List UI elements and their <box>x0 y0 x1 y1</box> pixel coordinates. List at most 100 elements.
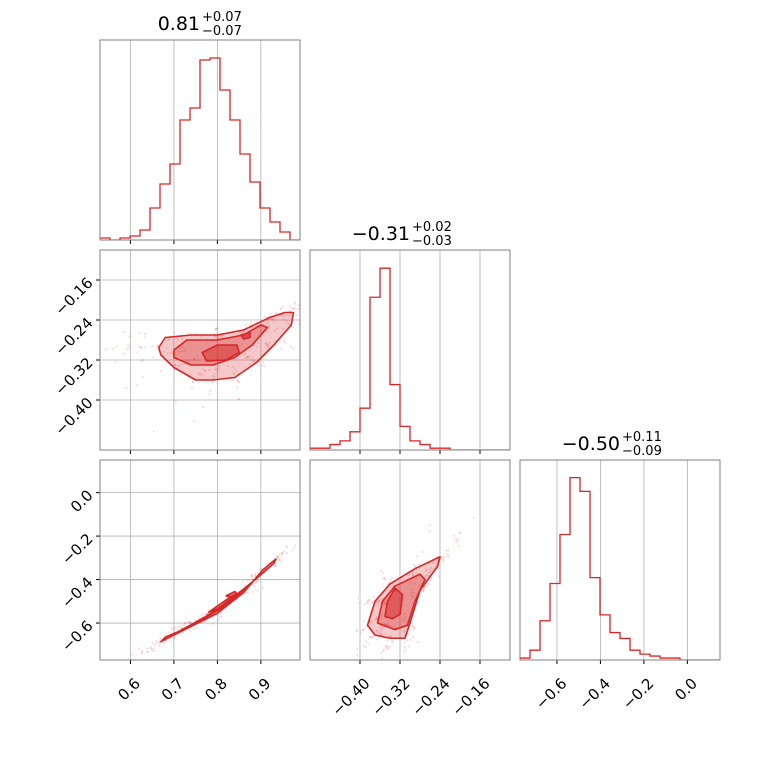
panel-row2-col1-sample-point <box>403 629 406 632</box>
panel-row2-col1-sample-point <box>375 617 378 620</box>
panel-row2-col0-sample-point <box>280 559 283 562</box>
panel-row1-col0-sample-point <box>183 359 186 362</box>
panel-row2-col1-sample-point <box>408 645 411 648</box>
panel-row2-col1-sample-point <box>425 568 428 571</box>
panel-row1-col0-sample-point <box>240 330 243 333</box>
panel-row1-col0-sample-point <box>319 295 321 297</box>
panel-row1-col0-sample-point <box>165 346 168 349</box>
panel-row2-col1-sample-point <box>428 583 431 586</box>
panel-row2-col0-sample-point <box>293 547 296 550</box>
panel-row1-col0-sample-point <box>232 365 235 368</box>
panel-row2-col0-sample-point <box>277 557 280 560</box>
panel-row2-col0-frame <box>99 459 301 661</box>
panel-row1-col0-sample-point <box>275 312 278 315</box>
panel-row2-col0-sample-point <box>277 558 280 561</box>
panel-row1-col0-sample-point <box>251 359 254 362</box>
panel-row1-col0-sample-point <box>163 350 166 353</box>
panel-row1-col0-sample-point <box>193 357 196 360</box>
panel-row2-col1-frame <box>309 459 511 661</box>
panel-row2-col1-sample-point <box>412 627 415 630</box>
panel-row1-col0-sample-point <box>292 307 295 310</box>
panel-row1-col0-sample-point <box>290 307 293 310</box>
panel-row2-col1-sample-point <box>370 601 373 604</box>
panel-row2-col0-sample-point <box>187 621 190 624</box>
panel-row1-col0-sample-point <box>273 318 276 321</box>
panel-row2-col1-sample-point <box>365 640 368 643</box>
panel-row1-col0-sample-point <box>279 308 282 311</box>
panel-row1-col0-sample-point <box>172 331 175 334</box>
panel-row1-col0-sample-point <box>265 320 268 323</box>
panel-row1-col0-sample-point <box>141 358 144 361</box>
panel-row2-col1-sample-point <box>412 625 415 628</box>
panel-row1-col0-sample-point <box>307 292 309 294</box>
panel-row1-col0-sample-point <box>243 330 246 333</box>
panel-row2-col0-sample-point <box>278 559 281 562</box>
panel-row2-col1-sample-point <box>362 629 365 632</box>
panel-row2-col1-sample-point <box>421 550 424 553</box>
panel-row2-col0-sample-point <box>247 591 250 594</box>
panel-row2-col1-sample-point <box>379 632 382 635</box>
panel-row2-col1-sample-point <box>453 538 456 541</box>
panel-row2-col0-sample-point <box>313 532 315 534</box>
panel-row1-col0-sample-point <box>162 354 165 357</box>
panel-row2-col1-sample-point <box>430 570 433 573</box>
panel-row2-col1-sample-point <box>383 601 386 604</box>
panel-row2-col1-sample-point <box>369 636 372 639</box>
panel-row1-col0-sample-point <box>246 356 249 359</box>
panel-row2-col1-sample-point <box>375 616 378 619</box>
panel-row2-col0-sample-point <box>172 627 175 630</box>
panel-row0-col0-title-median: 0.81 <box>158 13 200 35</box>
panel-row2-col0-sample-point <box>188 622 191 625</box>
panel-row2-col1-sample-point <box>357 597 360 600</box>
panel-row2-col0-sample-point <box>255 579 258 582</box>
panel-row1-col0-contour-level-3 <box>201 344 240 362</box>
panel-row1-col0-sample-point <box>307 301 309 303</box>
panel-row2-col0-sample-point <box>255 580 258 583</box>
panel-row1-col0-sample-point <box>187 331 190 334</box>
panel-row1-col0-sample-point <box>215 327 218 330</box>
panel-row2-col1-sample-point <box>372 595 375 598</box>
panel-row2-col1-sample-point <box>386 623 389 626</box>
panel-row2-col1-sample-point <box>409 638 412 641</box>
panel-row2-col1-sample-point <box>411 573 414 576</box>
panel-row1-col0-sample-point <box>156 344 159 347</box>
panel-row1-col0-sample-point <box>216 337 219 340</box>
panel-row2-col1-sample-point <box>386 639 389 642</box>
panel-row2-col1-sample-point <box>403 645 406 648</box>
panel-row2-col2-xtick-label: 0.0 <box>671 674 701 704</box>
panel-row2-col1-sample-point <box>391 640 394 643</box>
panel-row2-col1-sample-point <box>457 544 460 547</box>
panel-row0-col0-title-minus: −0.07 <box>202 24 242 39</box>
panel-row2-col2-title-minus: −0.09 <box>622 444 662 459</box>
panel-row2-col0-sample-point <box>294 544 297 547</box>
panel-row1-col0-sample-point <box>270 317 273 320</box>
panel-row1-col0-sample-point <box>116 345 119 348</box>
panel-row1-col0-sample-point <box>283 318 286 321</box>
panel-row2-col1-sample-point <box>417 585 420 588</box>
panel-row2-col0-sample-point <box>200 622 203 625</box>
panel-row1-col0-sample-point <box>160 369 163 372</box>
panel-row1-col0-sample-point <box>286 323 289 326</box>
panel-row1-col0-sample-point <box>127 335 130 338</box>
panel-row2-col1-sample-point <box>422 588 425 591</box>
panel-row2-col0-sample-point <box>245 590 248 593</box>
panel-row1-col0-sample-point <box>143 346 146 349</box>
panel-row1-col0-sample-point <box>247 356 250 359</box>
panel-row1-col0-sample-point <box>294 302 297 305</box>
panel-row2-col1-sample-point <box>389 624 392 627</box>
panel-row2-col1-sample-point <box>417 641 420 644</box>
panel-row1-col0-sample-point <box>209 389 212 392</box>
panel-row1-col0-sample-point <box>231 380 234 383</box>
panel-row2-col0-contour-level-3 <box>207 593 238 613</box>
panel-row2-col0-sample-point <box>250 573 253 576</box>
panel-row1-col0-sample-point <box>178 350 181 353</box>
panel-row2-col0-sample-point <box>158 644 161 647</box>
panel-row2-col1-sample-point <box>415 572 418 575</box>
panel-row1-col0-sample-point <box>125 347 128 350</box>
panel-row2-col0-sample-point <box>286 546 289 549</box>
panel-row2-col0-sample-point <box>285 545 288 548</box>
panel-row2-col1-sample-point <box>389 635 392 638</box>
panel-row2-col1-sample-point <box>390 577 393 580</box>
panel-row2-col1-sample-point <box>415 577 418 580</box>
panel-row2-col0-sample-point <box>281 551 284 554</box>
